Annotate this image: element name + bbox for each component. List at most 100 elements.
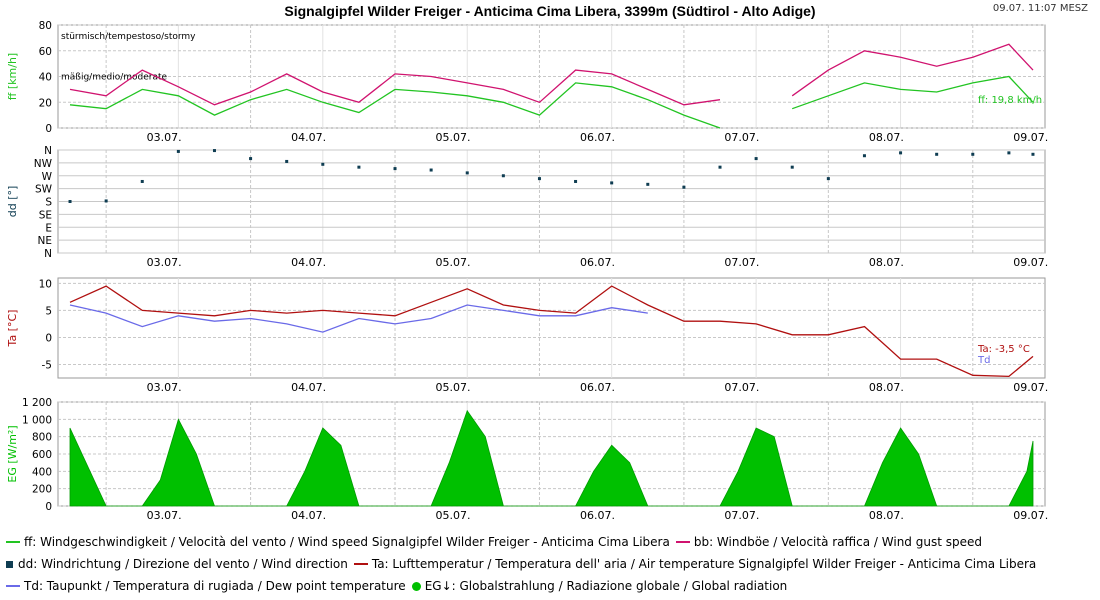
x-tick-label: 04.07. — [291, 131, 326, 144]
y-tick-label: E — [45, 222, 52, 234]
wind-dir-point — [212, 149, 216, 153]
legend-item: ff: Windgeschwindigkeit / Velocità del v… — [6, 535, 670, 549]
series-line-Td — [69, 304, 648, 333]
x-tick-label: 09.07. — [1013, 256, 1048, 269]
x-tick-label: 04.07. — [291, 381, 326, 394]
y-tick-label: 10 — [39, 278, 52, 290]
y-tick-label: 0 — [45, 123, 52, 135]
wind-dir-point — [429, 168, 433, 172]
chart-title: Signalgipfel Wilder Freiger - Anticima C… — [284, 3, 816, 19]
wind-dir-point — [501, 174, 505, 178]
series-line-ff — [69, 75, 1034, 129]
x-tick-label: 03.07. — [147, 509, 182, 522]
legend-label: Td: Taupunkt / Temperatura di rugiada / … — [24, 579, 406, 593]
series-line-bb — [69, 43, 1034, 106]
legend-row-1: ff: Windgeschwindigkeit / Velocità del v… — [6, 535, 988, 549]
legend-item: EG↓: Globalstrahlung / Radiazione global… — [411, 579, 788, 593]
wind-dir-point — [68, 200, 72, 203]
y-tick-label: 5 — [45, 305, 52, 317]
y-tick-label: S — [45, 197, 52, 209]
legend-label: dd: Windrichtung / Direzione del vento /… — [18, 557, 348, 571]
y-tick-label: 800 — [32, 432, 52, 444]
wind-dir-point — [826, 177, 830, 181]
wind-dir-point — [682, 185, 686, 189]
legend-label: EG↓: Globalstrahlung / Radiazione global… — [424, 579, 788, 593]
wind-dir-point — [537, 177, 541, 181]
current-temp-label: Ta: -3,5 °C — [977, 344, 1030, 355]
y-tick-label: -5 — [42, 359, 52, 371]
wind-dir-point — [249, 157, 253, 161]
series-line-Ta — [69, 285, 1034, 378]
wind-dir-point — [357, 165, 361, 169]
legend-swatch — [675, 541, 690, 543]
y-tick-label: 20 — [39, 97, 52, 109]
wind-dir-point — [285, 159, 289, 163]
wind-dir-point — [935, 152, 939, 156]
wind-dir-point — [862, 154, 866, 158]
wind-dir-point — [610, 181, 614, 185]
y-tick-label: 0 — [45, 332, 52, 344]
zone-label-stormy: stürmisch/tempestoso/stormy — [61, 32, 196, 42]
wind-dir-point — [321, 162, 325, 166]
x-tick-label: 06.07. — [580, 131, 615, 144]
legend-label: bb: Windböe / Velocità raffica / Wind gu… — [693, 535, 982, 549]
chart-canvas: 03.07. 04.07. 05.07. 06.07. 07.07. 08.07. 09.0… — [6, 20, 1048, 522]
y-tick-label: N — [44, 145, 52, 157]
legend-swatch — [6, 541, 20, 543]
x-tick-label: 06.07. — [580, 381, 615, 394]
x-tick-label: 05.07. — [436, 381, 471, 394]
legend-item: dd: Windrichtung / Direzione del vento /… — [6, 557, 348, 571]
y-tick-label: NE — [38, 235, 53, 247]
x-tick-label: 05.07. — [436, 509, 471, 522]
legend-swatch — [411, 581, 421, 591]
dew-point-label: Td — [977, 355, 990, 366]
y-tick-label: 60 — [39, 46, 52, 58]
wind-dir-point — [718, 165, 722, 169]
x-tick-label: 05.07. — [436, 256, 471, 269]
x-tick-label: 05.07. — [436, 131, 471, 144]
x-tick-label: 08.07. — [869, 381, 904, 394]
x-tick-label: 03.07. — [147, 131, 182, 144]
x-tick-label: 04.07. — [291, 256, 326, 269]
legend-row-2: dd: Windrichtung / Direzione del vento /… — [6, 557, 1042, 571]
y-axis-label: EG [W/m²] — [6, 425, 19, 482]
wind-dir-point — [790, 165, 794, 169]
current-wind-label: ff: 19,8 km/h — [978, 95, 1042, 106]
y-tick-label: 600 — [32, 449, 52, 461]
wind-dir-point — [176, 149, 180, 153]
legend-row-3: Td: Taupunkt / Temperatura di rugiada / … — [6, 579, 793, 593]
legend-label: ff: Windgeschwindigkeit / Velocità del v… — [24, 535, 670, 549]
legend-item: Ta: Lufttemperatur / Temperatura dell' a… — [353, 557, 1037, 571]
wind-dir-point — [754, 157, 758, 161]
legend-swatch — [6, 585, 20, 587]
y-tick-label: 0 — [45, 501, 52, 513]
y-tick-label: 1 200 — [22, 397, 52, 409]
legend-label: Ta: Lufttemperatur / Temperatura dell' a… — [371, 557, 1037, 571]
y-tick-label: 1 000 — [22, 414, 52, 426]
y-tick-label: 80 — [39, 20, 52, 32]
x-tick-label: 06.07. — [580, 509, 615, 522]
wind-dir-point — [1007, 151, 1011, 155]
legend-item: Td: Taupunkt / Temperatura di rugiada / … — [6, 579, 406, 593]
wind-dir-point — [971, 152, 975, 156]
y-tick-label: SE — [39, 209, 52, 221]
wind-dir-point — [1031, 152, 1035, 156]
y-tick-label: W — [42, 171, 53, 183]
x-tick-label: 09.07. — [1013, 509, 1048, 522]
wind-dir-point — [574, 179, 578, 183]
x-tick-label: 03.07. — [147, 256, 182, 269]
x-tick-label: 08.07. — [869, 256, 904, 269]
y-tick-label: 40 — [39, 72, 52, 84]
x-tick-label: 07.07. — [724, 381, 759, 394]
x-tick-label: 08.07. — [869, 509, 904, 522]
y-tick-label: 200 — [32, 484, 52, 496]
x-tick-label: 09.07. — [1013, 131, 1048, 144]
x-tick-label: 04.07. — [291, 509, 326, 522]
wind-dir-point — [140, 179, 144, 183]
x-tick-label: 07.07. — [724, 509, 759, 522]
y-axis-label: Ta [°C] — [6, 310, 19, 348]
y-tick-label: NW — [34, 158, 53, 170]
y-axis-label: ff [km/h] — [6, 53, 19, 100]
wind-dir-point — [646, 182, 650, 186]
y-axis-label: dd [°] — [6, 186, 19, 218]
